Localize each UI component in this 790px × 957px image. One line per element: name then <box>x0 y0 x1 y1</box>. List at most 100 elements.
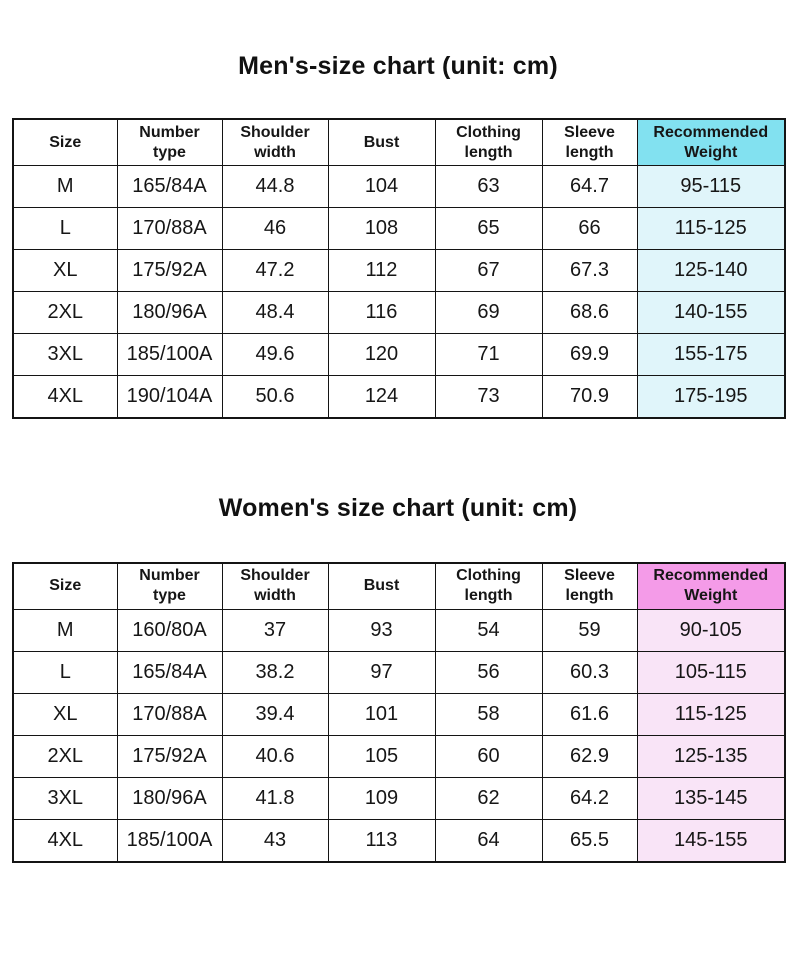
table-row: L 170/88A 46 108 65 66 115-125 <box>12 207 786 251</box>
column-header-number-type: Number type <box>116 118 223 167</box>
value-cell: 175/92A <box>116 734 223 778</box>
column-header-size: Size <box>12 562 118 610</box>
value-cell: 66 <box>541 207 638 251</box>
value-cell: 56 <box>434 650 543 694</box>
value-cell: 90-105 <box>636 608 786 652</box>
value-cell: 39.4 <box>221 692 329 736</box>
value-cell: 108 <box>327 207 436 251</box>
value-cell: 47.2 <box>221 249 329 293</box>
value-cell: 64.7 <box>541 165 638 209</box>
value-cell: 43 <box>221 818 329 862</box>
value-cell: 175/92A <box>116 249 223 293</box>
value-cell: 145-155 <box>636 818 786 862</box>
size-cell: M <box>12 165 118 209</box>
table-row: 4XL 185/100A 43 113 64 65.5 145-155 <box>12 818 786 862</box>
value-cell: 170/88A <box>116 692 223 736</box>
column-header-size: Size <box>12 118 118 167</box>
value-cell: 93 <box>327 608 436 652</box>
value-cell: 135-145 <box>636 776 786 820</box>
value-cell: 65 <box>434 207 543 251</box>
value-cell: 125-140 <box>636 249 786 293</box>
men-table-body: M 165/84A 44.8 104 63 64.7 95-115 L 170/88A 46 108… <box>12 165 786 419</box>
table-row: 4XL 190/104A 50.6 124 73 70.9 175-195 <box>12 375 786 419</box>
value-cell: 69.9 <box>541 333 638 377</box>
value-cell: 105-115 <box>636 650 786 694</box>
value-cell: 40.6 <box>221 734 329 778</box>
value-cell: 125-135 <box>636 734 786 778</box>
value-cell: 170/88A <box>116 207 223 251</box>
column-header-bust: Bust <box>327 562 436 610</box>
value-cell: 97 <box>327 650 436 694</box>
value-cell: 67 <box>434 249 543 293</box>
value-cell: 54 <box>434 608 543 652</box>
women-table-header-row: Size Number type Shoulder width Bust Clo… <box>12 562 786 610</box>
value-cell: 64 <box>434 818 543 862</box>
value-cell: 64.2 <box>541 776 638 820</box>
value-cell: 190/104A <box>116 375 223 419</box>
table-row: M 160/80A 37 93 54 59 90-105 <box>12 608 786 652</box>
size-cell: XL <box>12 692 118 736</box>
women-table-body: M 160/80A 37 93 54 59 90-105 L 165/84A 38.2 97 56 60… <box>12 608 786 862</box>
size-cell: 4XL <box>12 818 118 862</box>
value-cell: 113 <box>327 818 436 862</box>
size-cell: 2XL <box>12 734 118 778</box>
size-cell: L <box>12 207 118 251</box>
size-cell: XL <box>12 249 118 293</box>
value-cell: 115-125 <box>636 692 786 736</box>
table-row: 2XL 175/92A 40.6 105 60 62.9 125-135 <box>12 734 786 778</box>
value-cell: 68.6 <box>541 291 638 335</box>
value-cell: 62 <box>434 776 543 820</box>
value-cell: 60 <box>434 734 543 778</box>
value-cell: 116 <box>327 291 436 335</box>
value-cell: 62.9 <box>541 734 638 778</box>
value-cell: 41.8 <box>221 776 329 820</box>
table-row: 2XL 180/96A 48.4 116 69 68.6 140-155 <box>12 291 786 335</box>
value-cell: 37 <box>221 608 329 652</box>
size-cell: 2XL <box>12 291 118 335</box>
value-cell: 58 <box>434 692 543 736</box>
column-header-sleeve-length: Sleeve length <box>541 562 638 610</box>
value-cell: 180/96A <box>116 776 223 820</box>
size-cell: 3XL <box>12 776 118 820</box>
value-cell: 140-155 <box>636 291 786 335</box>
value-cell: 44.8 <box>221 165 329 209</box>
size-cell: L <box>12 650 118 694</box>
value-cell: 65.5 <box>541 818 638 862</box>
value-cell: 69 <box>434 291 543 335</box>
women-size-table: Size Number type Shoulder width Bust Clo… <box>12 561 786 863</box>
size-cell: 4XL <box>12 375 118 419</box>
value-cell: 101 <box>327 692 436 736</box>
value-cell: 109 <box>327 776 436 820</box>
women-size-chart-title: Women's size chart (unit: cm) <box>218 494 578 523</box>
value-cell: 175-195 <box>636 375 786 419</box>
value-cell: 61.6 <box>541 692 638 736</box>
column-header-shoulder-width: Shoulder width <box>221 118 329 167</box>
value-cell: 165/84A <box>116 650 223 694</box>
column-header-clothing-length: Clothing length <box>434 118 543 167</box>
value-cell: 95-115 <box>636 165 786 209</box>
men-size-chart-title: Men's-size chart (unit: cm) <box>238 52 558 80</box>
value-cell: 67.3 <box>541 249 638 293</box>
value-cell: 63 <box>434 165 543 209</box>
value-cell: 115-125 <box>636 207 786 251</box>
size-cell: 3XL <box>12 333 118 377</box>
value-cell: 112 <box>327 249 436 293</box>
table-row: L 165/84A 38.2 97 56 60.3 105-115 <box>12 650 786 694</box>
value-cell: 185/100A <box>116 818 223 862</box>
value-cell: 104 <box>327 165 436 209</box>
value-cell: 46 <box>221 207 329 251</box>
table-row: 3XL 180/96A 41.8 109 62 64.2 135-145 <box>12 776 786 820</box>
value-cell: 185/100A <box>116 333 223 377</box>
table-row: 3XL 185/100A 49.6 120 71 69.9 155-175 <box>12 333 786 377</box>
value-cell: 160/80A <box>116 608 223 652</box>
value-cell: 73 <box>434 375 543 419</box>
value-cell: 38.2 <box>221 650 329 694</box>
column-header-clothing-length: Clothing length <box>434 562 543 610</box>
column-header-recommended-weight: Recommended Weight <box>636 562 786 610</box>
column-header-sleeve-length: Sleeve length <box>541 118 638 167</box>
value-cell: 70.9 <box>541 375 638 419</box>
value-cell: 180/96A <box>116 291 223 335</box>
value-cell: 48.4 <box>221 291 329 335</box>
column-header-shoulder-width: Shoulder width <box>221 562 329 610</box>
value-cell: 124 <box>327 375 436 419</box>
